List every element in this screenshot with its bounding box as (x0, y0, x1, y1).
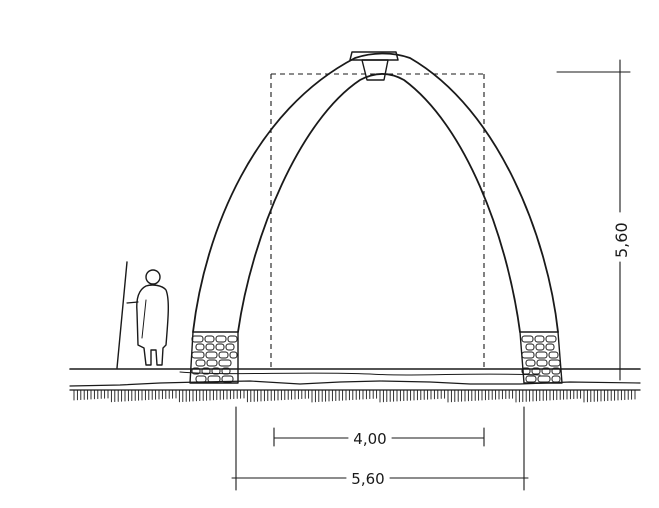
ground-hatching (73, 389, 636, 403)
ground (69, 368, 641, 403)
inner-span-guides (270, 73, 485, 370)
right-footing (519, 331, 563, 384)
inner-width-dimension: 4,00 (273, 427, 485, 448)
outer-width-label: 5,60 (351, 470, 384, 488)
arch-inner-curve (237, 73, 521, 333)
arch (192, 51, 559, 333)
human-figure (116, 261, 169, 369)
staff (116, 261, 128, 369)
keystone (349, 51, 399, 81)
inner-width-label: 4,00 (353, 430, 386, 448)
figure-head (145, 269, 161, 285)
height-dimension: 5,60 (556, 59, 634, 381)
height-label: 5,60 (612, 222, 631, 258)
outer-width-dimension: 5,60 (231, 406, 529, 491)
left-footing (189, 331, 239, 384)
arch-outer-curve (192, 52, 559, 333)
